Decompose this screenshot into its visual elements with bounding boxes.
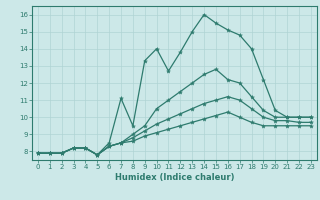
X-axis label: Humidex (Indice chaleur): Humidex (Indice chaleur) — [115, 173, 234, 182]
